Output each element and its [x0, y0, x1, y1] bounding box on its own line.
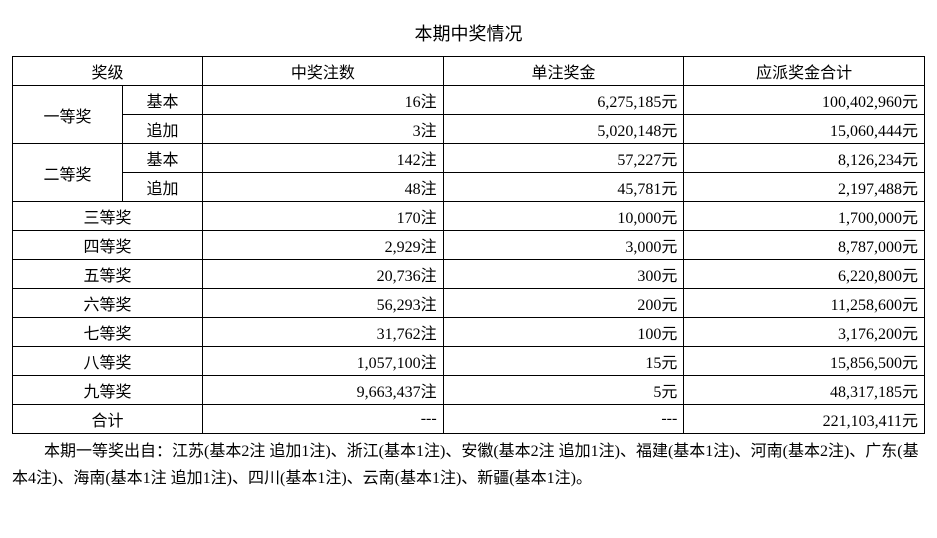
footnote: 本期一等奖出自：江苏(基本2注 追加1注)、浙江(基本1注)、安徽(基本2注 追… — [12, 438, 925, 492]
cell-count: 142注 — [203, 144, 444, 173]
level-6: 六等奖 — [13, 289, 203, 318]
table-row: 九等奖 9,663,437注 5元 48,317,185元 — [13, 376, 925, 405]
cell-count: --- — [203, 405, 444, 434]
cell-count: 20,736注 — [203, 260, 444, 289]
level-7: 七等奖 — [13, 318, 203, 347]
header-row: 奖级 中奖注数 单注奖金 应派奖金合计 — [13, 57, 925, 86]
table-row: 七等奖 31,762注 100元 3,176,200元 — [13, 318, 925, 347]
cell-count: 3注 — [203, 115, 444, 144]
cell-total: 3,176,200元 — [684, 318, 925, 347]
cell-count: 31,762注 — [203, 318, 444, 347]
cell-per: --- — [443, 405, 684, 434]
cell-per: 6,275,185元 — [443, 86, 684, 115]
level-8: 八等奖 — [13, 347, 203, 376]
level-2-basic-label: 基本 — [123, 144, 203, 173]
hdr-count: 中奖注数 — [203, 57, 444, 86]
cell-per: 45,781元 — [443, 173, 684, 202]
level-4: 四等奖 — [13, 231, 203, 260]
hdr-total: 应派奖金合计 — [684, 57, 925, 86]
table-row: 四等奖 2,929注 3,000元 8,787,000元 — [13, 231, 925, 260]
level-5: 五等奖 — [13, 260, 203, 289]
cell-per: 300元 — [443, 260, 684, 289]
cell-total: 15,856,500元 — [684, 347, 925, 376]
table-row: 追加 48注 45,781元 2,197,488元 — [13, 173, 925, 202]
level-1: 一等奖 — [13, 86, 123, 144]
level-1-basic-label: 基本 — [123, 86, 203, 115]
hdr-per: 单注奖金 — [443, 57, 684, 86]
table-row: 三等奖 170注 10,000元 1,700,000元 — [13, 202, 925, 231]
cell-per: 15元 — [443, 347, 684, 376]
cell-total: 11,258,600元 — [684, 289, 925, 318]
cell-per: 3,000元 — [443, 231, 684, 260]
level-sum: 合计 — [13, 405, 203, 434]
level-2-extra-label: 追加 — [123, 173, 203, 202]
cell-count: 1,057,100注 — [203, 347, 444, 376]
cell-count: 48注 — [203, 173, 444, 202]
level-1-extra-label: 追加 — [123, 115, 203, 144]
cell-per: 100元 — [443, 318, 684, 347]
cell-total: 6,220,800元 — [684, 260, 925, 289]
cell-total: 48,317,185元 — [684, 376, 925, 405]
cell-per: 200元 — [443, 289, 684, 318]
cell-total: 221,103,411元 — [684, 405, 925, 434]
level-9: 九等奖 — [13, 376, 203, 405]
cell-per: 10,000元 — [443, 202, 684, 231]
cell-total: 15,060,444元 — [684, 115, 925, 144]
cell-total: 2,197,488元 — [684, 173, 925, 202]
cell-count: 16注 — [203, 86, 444, 115]
cell-per: 5元 — [443, 376, 684, 405]
cell-total: 8,787,000元 — [684, 231, 925, 260]
cell-total: 1,700,000元 — [684, 202, 925, 231]
table-row: 二等奖 基本 142注 57,227元 8,126,234元 — [13, 144, 925, 173]
cell-count: 56,293注 — [203, 289, 444, 318]
table-row: 追加 3注 5,020,148元 15,060,444元 — [13, 115, 925, 144]
hdr-prize-level: 奖级 — [13, 57, 203, 86]
cell-per: 57,227元 — [443, 144, 684, 173]
cell-total: 100,402,960元 — [684, 86, 925, 115]
table-row: 五等奖 20,736注 300元 6,220,800元 — [13, 260, 925, 289]
cell-count: 170注 — [203, 202, 444, 231]
level-3: 三等奖 — [13, 202, 203, 231]
table-title: 本期中奖情况 — [12, 20, 925, 46]
table-row: 八等奖 1,057,100注 15元 15,856,500元 — [13, 347, 925, 376]
table-row-sum: 合计 --- --- 221,103,411元 — [13, 405, 925, 434]
cell-per: 5,020,148元 — [443, 115, 684, 144]
cell-count: 9,663,437注 — [203, 376, 444, 405]
level-2: 二等奖 — [13, 144, 123, 202]
table-row: 六等奖 56,293注 200元 11,258,600元 — [13, 289, 925, 318]
table-row: 一等奖 基本 16注 6,275,185元 100,402,960元 — [13, 86, 925, 115]
cell-total: 8,126,234元 — [684, 144, 925, 173]
cell-count: 2,929注 — [203, 231, 444, 260]
prize-table: 奖级 中奖注数 单注奖金 应派奖金合计 一等奖 基本 16注 6,275,185… — [12, 56, 925, 434]
